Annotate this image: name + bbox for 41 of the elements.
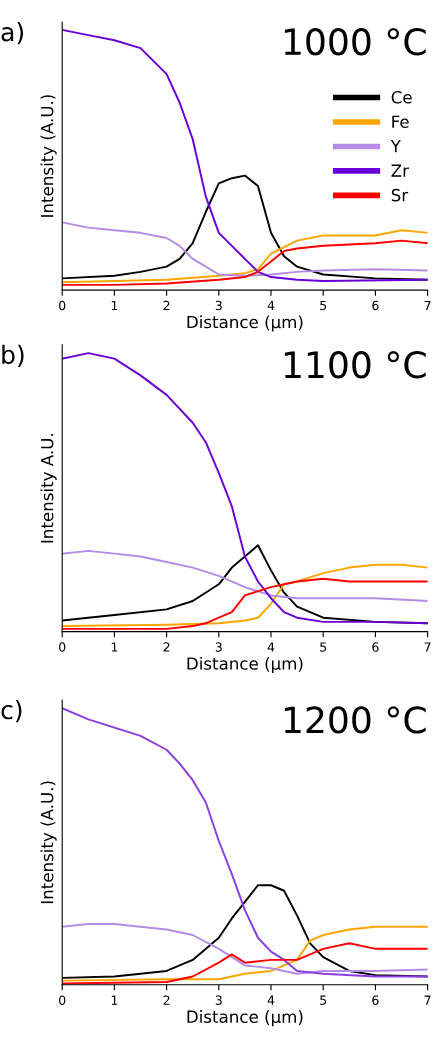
legend-label: Zr [391,164,409,177]
x-tick-label: 4 [267,642,275,652]
x-tick-label: 3 [215,995,222,1005]
y-axis-title: Intensity (A.U.) [40,781,57,904]
x-tick-label: 4 [267,300,275,310]
x-tick-label: 6 [372,300,379,311]
text: b) [2,344,24,368]
x-tick-label: 7 [424,300,431,310]
chart-title: 1200 °C [284,706,426,734]
x-tick-label: 1 [111,300,118,310]
x-tick-label: 3 [215,300,222,311]
x-tick-label: 5 [320,642,327,652]
x-tick-label: 1 [111,995,118,1005]
x-axis-title: Distance (μm) [187,656,303,674]
x-tick-label: 0 [59,642,66,652]
legend-label: Ce [391,90,412,104]
x-tick-label: 3 [215,642,222,652]
chart-title: 1000 °C [284,28,426,56]
chart-title: 1100 °C [284,351,426,379]
text: a) [1,22,24,45]
y-axis-title: Intensity (A.U.) [40,95,57,217]
x-tick-label: 6 [372,642,379,652]
x-tick-label: 0 [59,995,66,1005]
x-tick-label: 1 [111,642,118,652]
x-tick-label: 4 [267,995,275,1005]
x-tick-label: 5 [320,995,327,1005]
legend-label: Fe [392,115,409,129]
legend-label: Sr [391,188,409,202]
legend-label: Y [390,140,401,153]
x-tick-label: 7 [424,995,431,1005]
x-tick-label: 5 [320,300,327,311]
x-tick-label: 0 [59,300,66,311]
x-tick-label: 7 [424,642,431,652]
x-tick-label: 2 [163,642,170,652]
y-axis-title: Intensity A.U. [40,434,57,543]
x-tick-label: 2 [163,995,170,1005]
x-axis-title: Distance (μm) [187,315,303,332]
text: c) [1,699,22,723]
x-axis-title: Distance (μm) [187,1010,303,1027]
x-tick-label: 2 [163,300,170,310]
x-tick-label: 6 [372,995,379,1005]
